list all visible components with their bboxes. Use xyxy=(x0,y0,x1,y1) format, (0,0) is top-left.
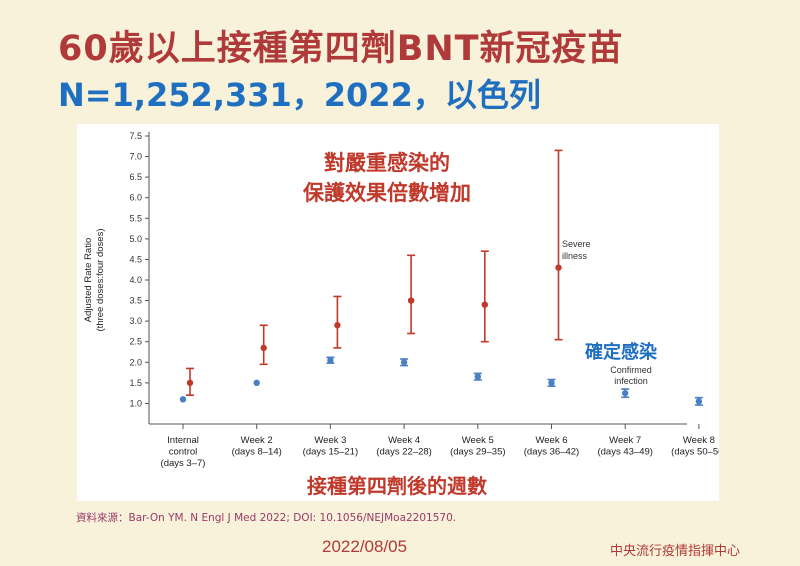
y-tick-label: 1.5 xyxy=(129,378,142,388)
data-point xyxy=(400,359,408,366)
data-point xyxy=(334,322,341,329)
rate-ratio-chart: 7.5 7.0 6.5 6.0 5.5 5.0 4.5 4.0 3.5 3.0 2.5 2.0 1.5 1… xyxy=(83,131,719,469)
data-point xyxy=(695,398,703,405)
y-axis-label: Adjusted Rate Ratio(three doses:four dos… xyxy=(83,229,106,332)
data-point xyxy=(474,373,481,380)
data-point xyxy=(481,301,488,308)
y-tick-label: 3.5 xyxy=(129,296,142,306)
y-tick-label: 4.5 xyxy=(129,254,142,264)
y-tick-label: 7.5 xyxy=(129,131,142,141)
data-point xyxy=(253,379,260,387)
data-point xyxy=(407,297,415,304)
x-tick-label: Week 3 (days 15–21) xyxy=(303,435,358,458)
page-title: 60歲以上接種第四劑BNT新冠疫苗 xyxy=(58,29,624,69)
y-tick-label: 7.0 xyxy=(129,152,142,162)
severe-annotation-line1: 對嚴重感染的 xyxy=(324,151,450,175)
x-tick-label: Week 4 (days 22–28) xyxy=(376,435,431,458)
source-citation: 資料來源：Bar-On YM. N Engl J Med 2022; DOI: … xyxy=(76,512,457,524)
x-tick-label: Week 7 (days 43–49) xyxy=(597,435,652,458)
data-point xyxy=(622,389,629,397)
page-subtitle: N=1,252,331，2022，以色列 xyxy=(58,76,541,114)
y-tick-label: 2.5 xyxy=(129,337,142,347)
y-tick-label: 4.0 xyxy=(129,275,142,285)
publish-date: 2022/08/05 xyxy=(322,537,408,556)
y-tick-label: 6.5 xyxy=(129,172,142,182)
data-point xyxy=(548,379,555,387)
x-tick-label: Week 2 (days 8–14) xyxy=(232,435,282,458)
severe-annotation-zh: 對嚴重感染的 保護效果倍數增加 xyxy=(247,148,527,208)
data-point xyxy=(260,344,267,352)
severe-annotation-line2: 保護效果倍數增加 xyxy=(303,181,471,205)
y-tick-label: 1.0 xyxy=(129,398,142,408)
data-point xyxy=(327,357,334,364)
x-tick-label: Week 8(days 50–56) xyxy=(671,435,719,458)
data-point xyxy=(555,264,562,271)
series-label-confirmed: Confirmed infection xyxy=(610,365,652,386)
chart-panel: 7.5 7.0 6.5 6.0 5.5 5.0 4.5 4.0 3.5 3.0 2.5 2.0 1.5 1… xyxy=(77,124,719,501)
organization-name: 中央流行疫情指揮中心 xyxy=(610,544,741,559)
y-tick-label: 3.0 xyxy=(129,316,142,326)
x-tick-label: Internal control (days 3–7) xyxy=(161,435,206,469)
y-tick-label: 5.0 xyxy=(129,234,142,244)
confirmed-annotation-zh: 確定感染 xyxy=(585,342,657,363)
y-tick-label: 5.5 xyxy=(129,213,142,223)
x-tick-label: Week 6 (days 36–42) xyxy=(524,435,579,458)
data-point xyxy=(179,396,187,403)
x-tick-label: Week 5 (days 29–35) xyxy=(450,435,505,458)
data-point xyxy=(186,379,194,387)
y-tick-label: 6.0 xyxy=(129,193,142,203)
series-label-severe: Severe illness xyxy=(562,239,591,261)
x-axis-title-zh: 接種第四劑後的週數 xyxy=(307,474,487,498)
y-tick-label: 2.0 xyxy=(129,357,142,367)
